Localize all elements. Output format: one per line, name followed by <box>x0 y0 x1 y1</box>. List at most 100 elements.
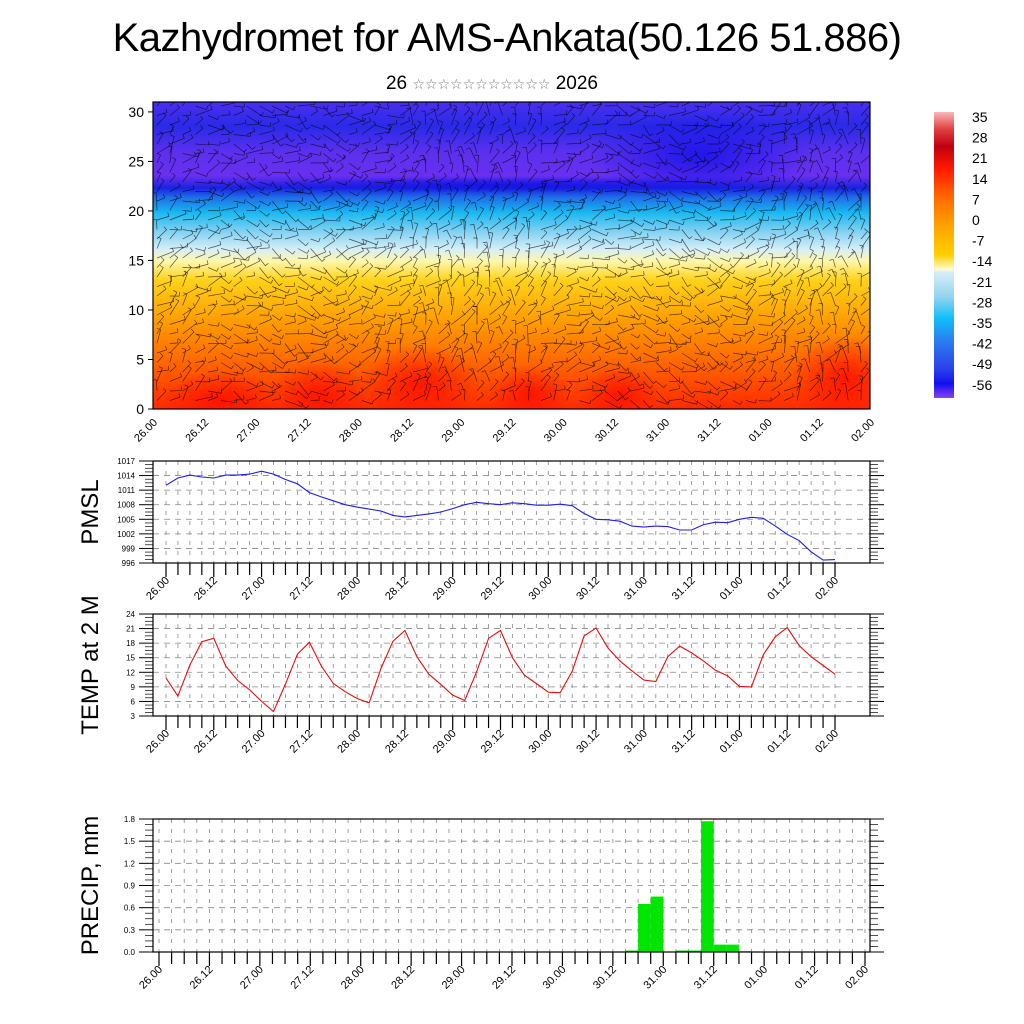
wind-barb <box>604 113 618 126</box>
wind-barb <box>447 150 452 164</box>
wind-barb <box>233 188 243 192</box>
wind-barb-flag <box>457 348 462 350</box>
wind-barb <box>208 181 223 184</box>
wind-barb-flag <box>801 358 806 361</box>
wind-barb <box>233 105 245 108</box>
wind-barb <box>412 367 428 373</box>
wind-barb <box>297 153 309 158</box>
wind-barb-flag <box>848 234 853 237</box>
wind-barb-flag <box>820 245 825 248</box>
wind-barb-flag <box>809 314 814 317</box>
wind-barb <box>169 353 173 363</box>
wind-barb <box>412 345 418 354</box>
wind-barb-flag <box>693 213 695 218</box>
x-tick-label: 31.12 <box>670 575 698 603</box>
wind-barb <box>272 295 286 299</box>
wind-barb-flag <box>719 324 723 328</box>
wind-barb-flag <box>513 165 518 168</box>
wind-barb-flag <box>241 216 246 221</box>
wind-barb <box>630 134 642 139</box>
wind-barb-flag <box>441 366 446 369</box>
wind-barb <box>694 274 708 278</box>
wind-barb <box>540 309 555 316</box>
wind-barb-flag <box>279 316 283 321</box>
wind-barb-flag <box>586 143 590 147</box>
wind-barb <box>271 200 283 215</box>
wind-barb-flag <box>410 271 412 276</box>
wind-barb-flag <box>547 327 549 332</box>
wind-barb-flag <box>375 205 380 208</box>
wind-barb <box>857 162 862 173</box>
wind-barb <box>195 375 205 392</box>
wind-barb-flag <box>424 376 429 378</box>
wind-barb <box>604 339 619 344</box>
wind-barb <box>630 387 645 392</box>
wind-barb <box>284 371 296 374</box>
wind-barb <box>411 207 414 221</box>
wind-barb <box>643 206 659 211</box>
wind-barb-flag <box>665 162 669 166</box>
wind-barb <box>461 348 465 363</box>
wind-barb-flag <box>774 334 779 337</box>
wind-barb <box>579 172 588 177</box>
wind-barb-flag <box>406 154 410 159</box>
wind-barb-flag <box>211 392 213 397</box>
wind-barb <box>732 215 747 221</box>
wind-barb-flag <box>366 98 368 101</box>
wind-barb <box>592 267 608 269</box>
wind-barb <box>835 110 840 126</box>
wind-barb <box>323 231 334 240</box>
wind-barb <box>630 257 642 268</box>
wind-barb-flag <box>691 391 695 395</box>
wind-barb <box>681 295 691 301</box>
wind-barb <box>195 333 211 338</box>
wind-barb <box>195 172 207 177</box>
x-tick-label: 26.12 <box>188 964 216 992</box>
wind-barb <box>336 381 353 386</box>
wind-barb-flag <box>871 303 873 306</box>
wind-barb <box>220 181 229 186</box>
wind-barb <box>592 343 609 350</box>
wind-barb-flag <box>506 354 510 358</box>
wind-barb-flag <box>741 138 745 143</box>
wind-barb-flag <box>754 276 757 281</box>
wind-barb <box>796 104 802 116</box>
wind-barb <box>566 314 579 317</box>
wind-barb <box>758 264 768 268</box>
wind-barb <box>220 159 233 173</box>
wind-barb <box>745 108 753 116</box>
wind-barb <box>510 289 516 306</box>
wind-barb <box>707 124 721 129</box>
wind-barb <box>681 153 698 164</box>
wind-barb-flag <box>625 397 629 401</box>
wind-barb-flag <box>279 394 281 399</box>
wind-barb-flag <box>791 392 794 397</box>
wind-barb <box>259 191 269 196</box>
wind-barb <box>591 269 599 278</box>
wind-barb-flag <box>159 265 164 268</box>
wind-barb <box>604 333 619 345</box>
wind-barb <box>182 250 193 259</box>
wind-barb <box>207 275 223 287</box>
wind-barb <box>512 390 516 401</box>
wind-barb-flag <box>530 275 534 279</box>
wind-barb <box>604 189 622 192</box>
wind-barb <box>425 321 433 335</box>
wind-barb <box>783 125 792 135</box>
wind-barb-flag <box>747 315 750 320</box>
wind-barb-flag <box>295 355 298 360</box>
wind-barb <box>796 234 810 240</box>
wind-barb <box>233 143 245 153</box>
wind-barb-flag <box>424 372 427 377</box>
wind-barb-flag <box>267 294 272 298</box>
wind-barb-flag <box>787 220 791 224</box>
y-tick-label: 0.3 <box>124 926 136 935</box>
wind-barb <box>860 245 864 259</box>
wind-barb-flag <box>230 355 234 359</box>
wind-barb-flag <box>324 343 327 348</box>
wind-barb-flag <box>304 202 308 207</box>
wind-barb <box>399 227 404 240</box>
wind-barb <box>758 324 773 327</box>
wind-barb-flag <box>543 345 548 348</box>
wind-barb <box>540 376 551 392</box>
